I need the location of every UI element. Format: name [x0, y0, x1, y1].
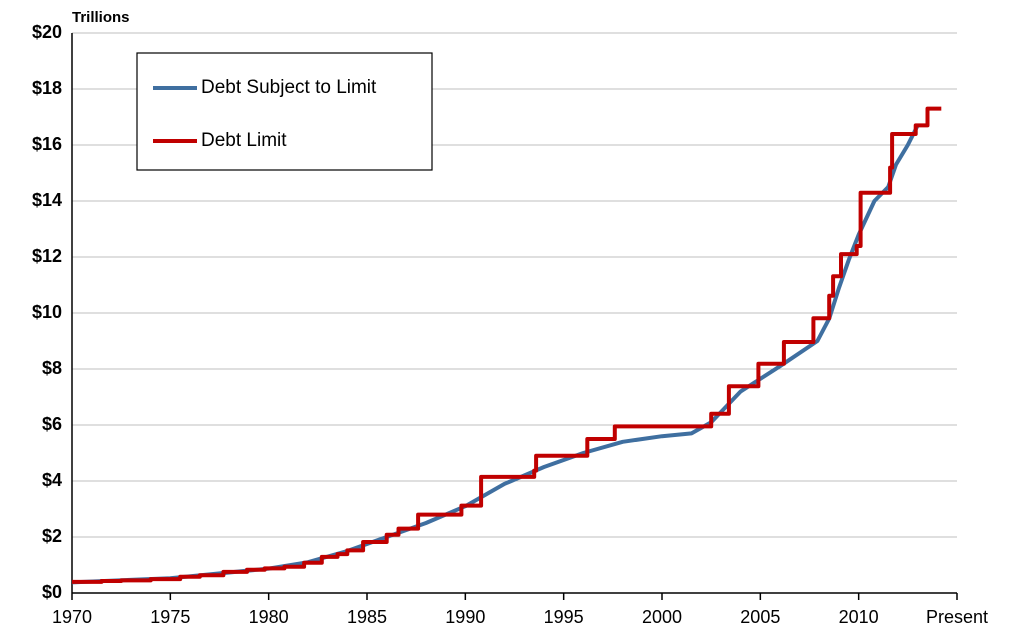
- x-tick-label: 1975: [150, 607, 190, 627]
- x-tick-label: 2010: [839, 607, 879, 627]
- legend-box: [136, 52, 433, 171]
- y-tick-label: $2: [42, 526, 62, 546]
- y-tick-label: $12: [32, 246, 62, 266]
- y-tick-label: $18: [32, 78, 62, 98]
- x-tick-label: Present: [926, 607, 988, 627]
- x-tick-label: 1980: [249, 607, 289, 627]
- x-tick-label: 1985: [347, 607, 387, 627]
- y-tick-label: $8: [42, 358, 62, 378]
- y-tick-label: $20: [32, 22, 62, 42]
- y-axis-label: Trillions: [72, 9, 130, 26]
- x-tick-label: 2005: [740, 607, 780, 627]
- legend-label: Debt Limit: [201, 130, 287, 151]
- y-tick-label: $0: [42, 582, 62, 602]
- y-tick-label: $14: [32, 190, 62, 210]
- x-tick-label: 1995: [544, 607, 584, 627]
- legend-label: Debt Subject to Limit: [201, 77, 377, 98]
- series-line: [71, 124, 920, 585]
- y-tick-label: $10: [32, 302, 62, 322]
- y-tick-label: $6: [42, 414, 62, 434]
- y-tick-label: $16: [32, 134, 62, 154]
- y-tick-label: $4: [42, 470, 62, 490]
- x-tick-label: 1990: [445, 607, 485, 627]
- x-tick-label: 2000: [642, 607, 682, 627]
- x-tick-label: 1970: [52, 607, 92, 627]
- series-line: [72, 106, 942, 584]
